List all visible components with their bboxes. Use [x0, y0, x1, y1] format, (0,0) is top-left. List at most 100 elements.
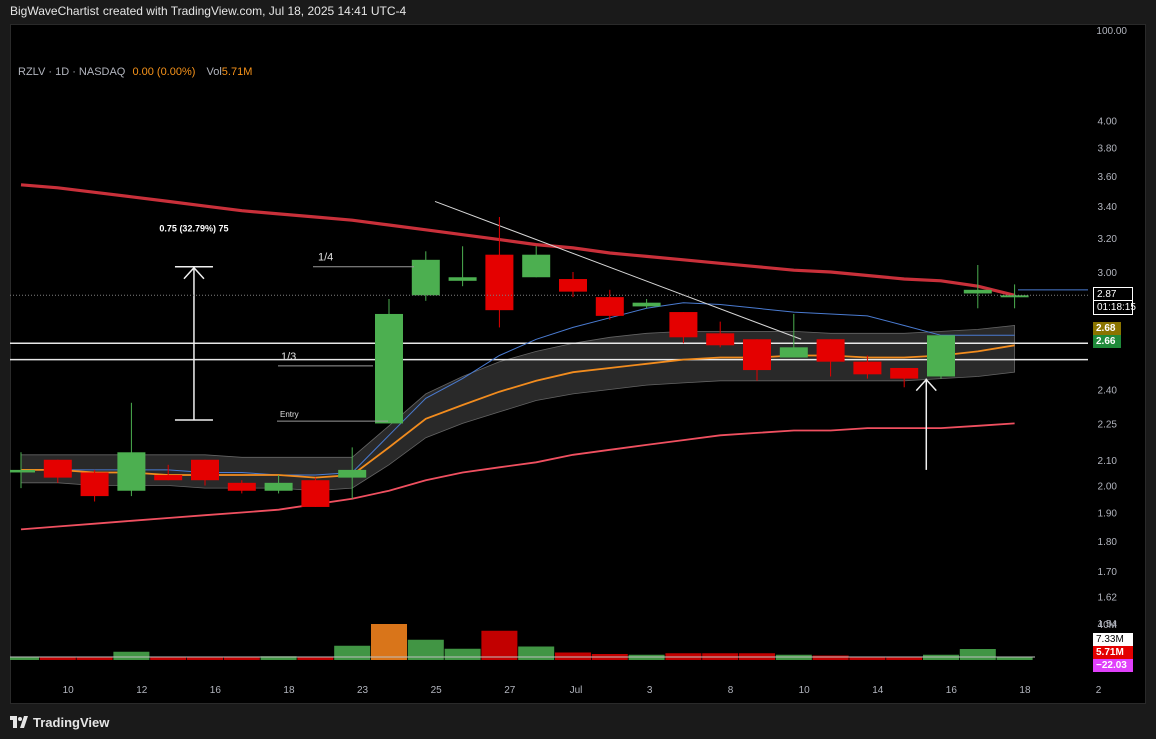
- candle-body: [375, 313, 403, 424]
- tradingview-logo-icon: [10, 716, 28, 728]
- candle-body: [743, 339, 771, 371]
- volume-bar: [113, 651, 150, 660]
- third-label: 1/3: [281, 351, 296, 363]
- x-tick-label: 27: [504, 685, 516, 696]
- volume-bar: [260, 656, 297, 660]
- y-tick-label: 2.10: [1098, 456, 1118, 467]
- volume-bar: [444, 648, 481, 660]
- x-tick-label: 16: [210, 685, 222, 696]
- volume-tag-2: 5.71M: [1093, 646, 1133, 659]
- candle-body: [43, 459, 72, 478]
- candle-body: [10, 469, 35, 473]
- candle-body: [779, 347, 808, 358]
- candle-body: [117, 452, 146, 491]
- lower-band-line: [20, 422, 1015, 531]
- candle-body: [264, 482, 293, 491]
- symbol-info[interactable]: RZLV · 1D · NASDAQ: [18, 66, 126, 78]
- price-chart[interactable]: 0.75 (32.79%) 75 1/4 1/3 Entry 4.00 3.80 3.60 3…: [10, 24, 1146, 704]
- candle-body: [1000, 295, 1029, 298]
- volume-bar: [187, 657, 223, 660]
- y-tick-label: 3.20: [1098, 234, 1118, 245]
- y-tick-label: 1.90: [1098, 508, 1118, 519]
- y-tick-label: 3.80: [1098, 143, 1118, 154]
- x-tick-label: 12: [136, 685, 148, 696]
- y-tick-label: 1.54: [1098, 619, 1118, 630]
- y-tick-label: 2.00: [1098, 481, 1118, 492]
- volume-bar: [849, 657, 886, 660]
- candle-body: [706, 333, 735, 346]
- volume-bar: [407, 639, 444, 660]
- ema-mid-line: [21, 344, 1015, 479]
- volume-bar: [150, 657, 187, 660]
- candle-body: [338, 469, 367, 478]
- x-tick-label: 10: [63, 685, 75, 696]
- volume-bar: [334, 645, 371, 660]
- candle-body: [485, 254, 514, 311]
- volume-bar: [518, 646, 555, 660]
- trendline: [434, 200, 802, 340]
- x-tick-label: 8: [728, 685, 734, 696]
- volume-bar: [959, 649, 996, 660]
- sma-value-tag: 2.66: [1093, 335, 1121, 349]
- volume-bar: [371, 624, 407, 660]
- entry-label: Entry: [280, 410, 299, 419]
- x-tick-label: 10: [799, 685, 811, 696]
- symbol-legend: RZLV · 1D · NASDAQ 0.00 (0.00%) Vol5.71M: [18, 66, 252, 78]
- header-meta: created with TradingView.com, Jul 18, 20…: [102, 4, 407, 18]
- candle-body: [816, 339, 845, 362]
- countdown-tag: 01:18:15: [1093, 300, 1136, 316]
- ema-long-line: [20, 183, 1015, 297]
- oscillator-tag: −22.03: [1093, 659, 1133, 672]
- y-tick-label: 3.00: [1098, 268, 1118, 279]
- ema-value-tag: 2.68: [1093, 322, 1121, 336]
- x-tick-label: 16: [946, 685, 958, 696]
- candle-body: [448, 277, 477, 281]
- candle-body: [559, 279, 587, 292]
- volume-bar: [886, 657, 923, 660]
- tradingview-brand[interactable]: TradingView: [33, 714, 110, 730]
- candle-body: [927, 335, 955, 377]
- volume-bar: [76, 657, 113, 660]
- candle-body: [411, 259, 440, 296]
- candle-body: [963, 289, 992, 294]
- quarter-label: 1/4: [318, 252, 333, 264]
- volume-tag-1: 7.33M: [1093, 633, 1133, 646]
- band-fill: [20, 325, 1015, 492]
- x-tick-label: Jul: [570, 685, 583, 696]
- volume-scale-label: 40M: [1098, 620, 1117, 631]
- volume-bar: [555, 652, 591, 660]
- y-top-label: 100.00: [1096, 26, 1127, 37]
- volume-bar: [39, 657, 76, 660]
- volume-bar: [481, 630, 518, 660]
- x-tick-label: 23: [357, 685, 369, 696]
- candle-body: [632, 302, 661, 307]
- chart-header: BigWaveChartist created with TradingView.…: [10, 4, 410, 24]
- candle-body: [853, 361, 882, 375]
- up-arrow-head: [915, 378, 937, 392]
- candle-body: [154, 475, 183, 481]
- x-tick-label: 2: [1096, 685, 1102, 696]
- x-tick-label: 18: [1019, 685, 1031, 696]
- candle-body: [522, 254, 551, 278]
- volume-bar: [297, 657, 334, 660]
- y-tick-label: 1.70: [1098, 567, 1118, 578]
- y-tick-label: 1.62: [1098, 592, 1118, 603]
- candle-body: [669, 312, 698, 338]
- y-tick-label: 2.40: [1098, 385, 1118, 396]
- y-tick-label: 1.80: [1098, 537, 1118, 548]
- volume-bar: [996, 657, 1033, 660]
- volume-bar: [223, 657, 260, 660]
- measure-label: 0.75 (32.79%) 75: [159, 223, 228, 233]
- candle-body: [80, 472, 109, 497]
- x-tick-label: 14: [872, 685, 884, 696]
- y-tick-label: 4.00: [1098, 116, 1118, 127]
- volume-value: 5.71M: [221, 66, 253, 78]
- y-tick-label: 3.60: [1098, 172, 1118, 183]
- volume-label: Vol: [206, 66, 222, 78]
- author-name[interactable]: BigWaveChartist: [10, 4, 99, 18]
- volume-bar: [812, 655, 849, 660]
- candle-body: [191, 459, 219, 481]
- candle-body: [301, 480, 330, 507]
- price-change: 0.00 (0.00%): [132, 66, 196, 78]
- y-tick-label: 2.25: [1098, 419, 1118, 430]
